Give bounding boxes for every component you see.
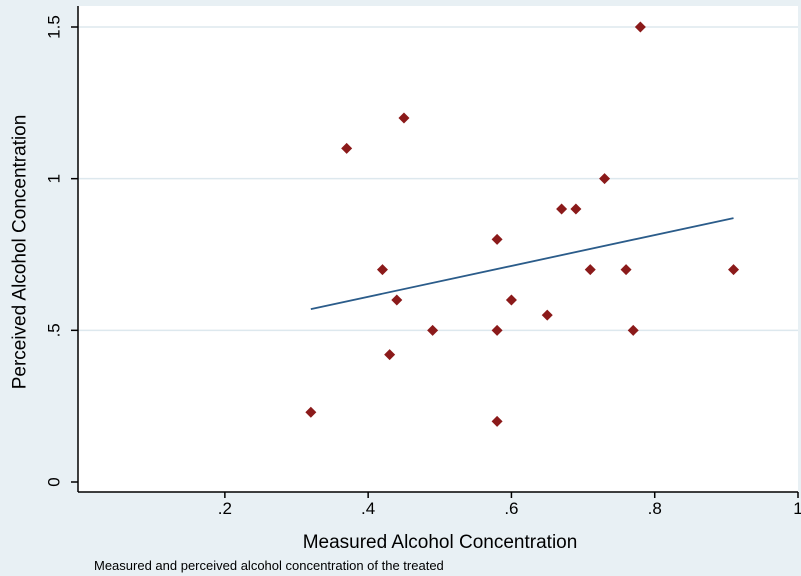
- data-point: [556, 203, 568, 215]
- data-point: [376, 264, 388, 276]
- x-axis-title: Measured Alcohol Concentration: [303, 532, 578, 553]
- fit-line-group: [310, 217, 734, 310]
- x-tick-label: .8: [648, 499, 662, 518]
- data-point: [505, 294, 517, 306]
- data-point: [341, 142, 353, 154]
- fit-line: [310, 217, 734, 310]
- chart-note: Measured and perceived alcohol concentra…: [94, 558, 444, 573]
- y-axis-title: Perceived Alcohol Concentration: [10, 115, 31, 390]
- data-point: [599, 173, 611, 185]
- y-axis-ticks: 0 .5 1 1.5: [45, 15, 78, 487]
- x-tick-label: .4: [361, 499, 375, 518]
- data-point: [305, 406, 317, 418]
- data-point: [728, 264, 740, 276]
- y-tick-label: 0: [45, 477, 64, 486]
- data-point: [634, 21, 646, 33]
- data-point: [427, 324, 439, 336]
- x-tick-label: .2: [218, 499, 232, 518]
- data-point: [398, 112, 410, 124]
- y-tick-label: .5: [45, 323, 64, 337]
- x-tick-label: .6: [504, 499, 518, 518]
- data-point: [491, 233, 503, 245]
- data-point: [541, 309, 553, 321]
- axes: [77, 6, 798, 493]
- data-points: [305, 21, 740, 427]
- data-point: [627, 324, 639, 336]
- data-point: [391, 294, 403, 306]
- x-axis-ticks: .2 .4 .6 .8 1: [218, 492, 801, 518]
- data-point: [570, 203, 582, 215]
- data-point: [584, 264, 596, 276]
- plot-area: [78, 6, 798, 492]
- data-point: [620, 264, 632, 276]
- data-point: [384, 349, 396, 361]
- y-tick-label: 1.5: [45, 15, 64, 39]
- x-tick-label: 1: [793, 499, 801, 518]
- data-point: [491, 324, 503, 336]
- y-tick-label: 1: [45, 174, 64, 183]
- data-point: [491, 415, 503, 427]
